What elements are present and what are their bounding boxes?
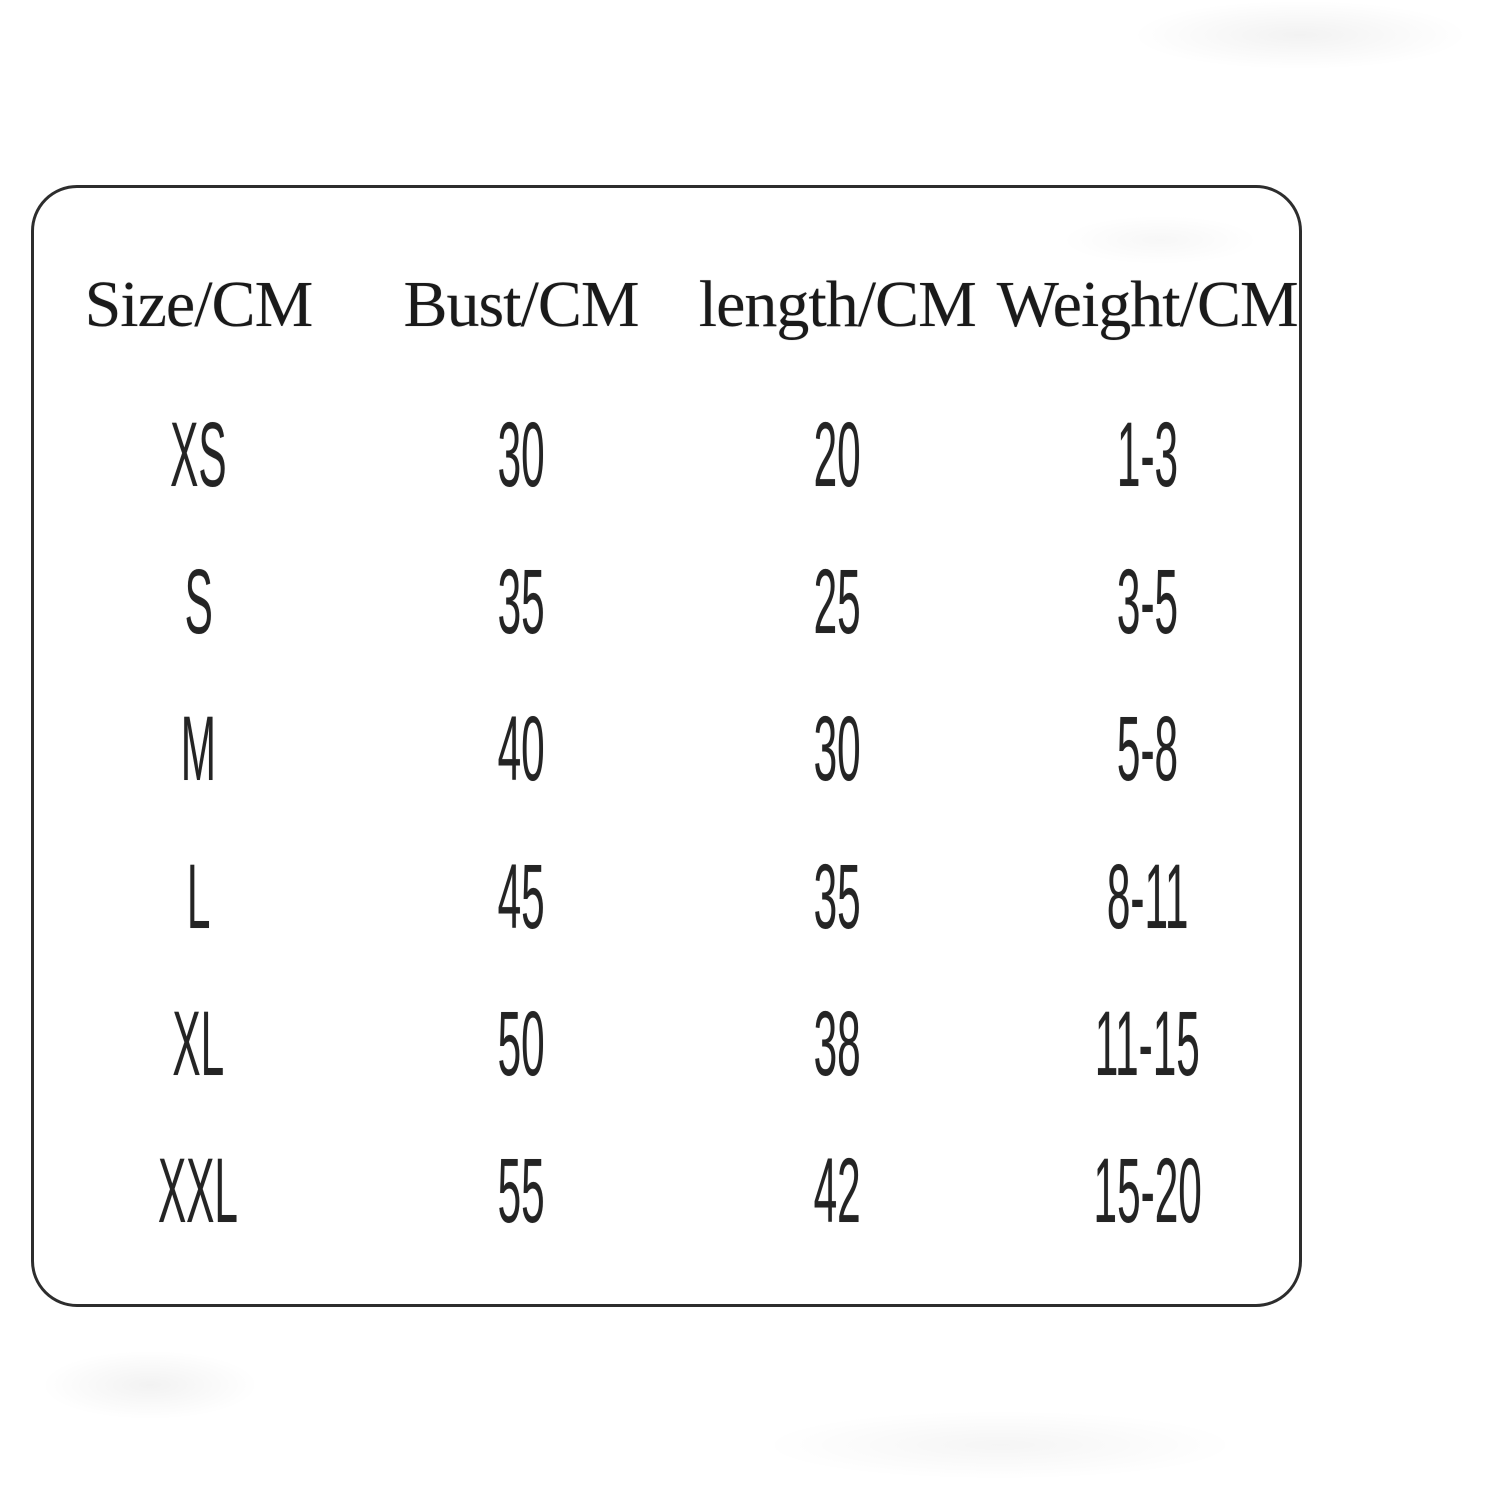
bust-cell: 55 [363, 1139, 679, 1244]
size-cell: XL [34, 992, 363, 1097]
bust-value: 35 [497, 551, 545, 653]
scan-artifact [40, 1350, 260, 1420]
weight-value: 3-5 [1116, 551, 1178, 653]
weight-value: 15-20 [1093, 1140, 1202, 1242]
bust-value: 55 [497, 1140, 545, 1242]
header-weight-label: Weight/CM [996, 268, 1299, 341]
weight-cell: 1-3 [995, 403, 1299, 508]
table-row-xxl: XXL 55 42 15-20 [34, 1139, 1299, 1242]
table-row-s: S 35 25 3-5 [34, 550, 1299, 653]
scan-artifact [760, 1410, 1240, 1480]
header-size-label: Size/CM [84, 268, 314, 341]
bust-value: 50 [497, 993, 545, 1095]
size-value: XL [172, 993, 225, 1095]
size-chart-panel: Size/CM Bust/CM length/CM Weight/CM XS 3… [31, 185, 1302, 1307]
length-cell: 35 [679, 845, 995, 950]
weight-cell: 5-8 [995, 697, 1299, 802]
length-value: 35 [813, 846, 861, 948]
size-cell: L [34, 845, 363, 950]
bust-cell: 45 [363, 845, 679, 950]
header-cell-weight: Weight/CM [995, 260, 1299, 350]
size-cell: XXL [34, 1139, 363, 1244]
table-row-xl: XL 50 38 11-15 [34, 992, 1299, 1095]
header-cell-size: Size/CM [34, 260, 363, 350]
weight-value: 11-15 [1094, 993, 1200, 1095]
length-value: 38 [813, 993, 861, 1095]
weight-value: 8-11 [1106, 846, 1188, 948]
table-header-row: Size/CM Bust/CM length/CM Weight/CM [34, 260, 1299, 350]
table-row-xs: XS 30 20 1-3 [34, 403, 1299, 506]
size-cell: S [34, 550, 363, 655]
size-cell: XS [34, 403, 363, 508]
weight-cell: 15-20 [995, 1139, 1299, 1244]
size-value: XS [170, 404, 227, 506]
header-cell-bust: Bust/CM [363, 260, 679, 350]
bust-value: 30 [497, 404, 545, 506]
bust-cell: 30 [363, 403, 679, 508]
size-value: XXL [158, 1140, 239, 1242]
length-cell: 20 [679, 403, 995, 508]
size-cell: M [34, 697, 363, 802]
bust-cell: 35 [363, 550, 679, 655]
weight-cell: 8-11 [995, 845, 1299, 950]
weight-value: 1-3 [1116, 404, 1178, 506]
length-value: 42 [813, 1140, 861, 1242]
length-cell: 25 [679, 550, 995, 655]
size-value: L [186, 846, 211, 948]
bust-cell: 50 [363, 992, 679, 1097]
length-value: 30 [813, 698, 861, 800]
header-bust-label: Bust/CM [403, 268, 639, 341]
weight-value: 5-8 [1116, 698, 1178, 800]
length-cell: 30 [679, 697, 995, 802]
header-cell-length: length/CM [679, 260, 995, 350]
table-row-m: M 40 30 5-8 [34, 697, 1299, 800]
table-row-l: L 45 35 8-11 [34, 845, 1299, 948]
bust-value: 40 [497, 698, 545, 800]
length-cell: 42 [679, 1139, 995, 1244]
size-value: M [180, 698, 217, 800]
length-cell: 38 [679, 992, 995, 1097]
header-length-label: length/CM [698, 268, 977, 341]
weight-cell: 3-5 [995, 550, 1299, 655]
weight-cell: 11-15 [995, 992, 1299, 1097]
length-value: 25 [813, 551, 861, 653]
bust-value: 45 [497, 846, 545, 948]
bust-cell: 40 [363, 697, 679, 802]
length-value: 20 [813, 404, 861, 506]
scan-artifact [1130, 0, 1470, 70]
size-value: S [184, 551, 213, 653]
